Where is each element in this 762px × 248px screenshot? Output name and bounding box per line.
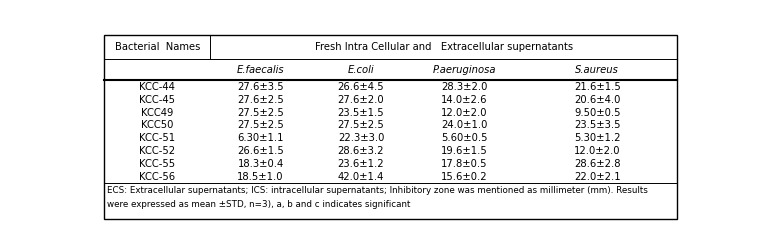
Text: 23.6±1.2: 23.6±1.2	[338, 159, 384, 169]
Text: KCC49: KCC49	[141, 108, 174, 118]
Text: KCC-51: KCC-51	[139, 133, 175, 143]
Text: 28.6±2.8: 28.6±2.8	[574, 159, 620, 169]
Text: 27.5±2.5: 27.5±2.5	[237, 121, 284, 130]
Text: 6.30±1.1: 6.30±1.1	[237, 133, 284, 143]
Text: 21.6±1.5: 21.6±1.5	[574, 82, 620, 92]
Text: KCC-45: KCC-45	[139, 95, 175, 105]
Text: 27.6±2.0: 27.6±2.0	[338, 95, 384, 105]
Text: 23.5±1.5: 23.5±1.5	[338, 108, 384, 118]
Text: 9.50±0.5: 9.50±0.5	[574, 108, 620, 118]
Text: 22.0±2.1: 22.0±2.1	[574, 172, 620, 182]
Text: 27.6±3.5: 27.6±3.5	[237, 82, 284, 92]
Text: 22.3±3.0: 22.3±3.0	[338, 133, 384, 143]
Text: 19.6±1.5: 19.6±1.5	[441, 146, 488, 156]
Text: 14.0±2.6: 14.0±2.6	[441, 95, 488, 105]
Text: 27.5±2.5: 27.5±2.5	[237, 108, 284, 118]
Text: E.faecalis: E.faecalis	[237, 65, 284, 75]
Text: ECS: Extracellular supernatants; ICS: intracellular supernatants; Inhibitory zon: ECS: Extracellular supernatants; ICS: in…	[107, 186, 648, 195]
Text: 28.3±2.0: 28.3±2.0	[441, 82, 488, 92]
Text: 42.0±1.4: 42.0±1.4	[338, 172, 384, 182]
Text: 27.6±2.5: 27.6±2.5	[237, 95, 284, 105]
Text: 18.5±1.0: 18.5±1.0	[237, 172, 284, 182]
Text: 5.60±0.5: 5.60±0.5	[441, 133, 488, 143]
Text: Bacterial  Names: Bacterial Names	[114, 42, 200, 52]
Text: 24.0±1.0: 24.0±1.0	[441, 121, 488, 130]
Text: KCC-44: KCC-44	[139, 82, 175, 92]
Text: 17.8±0.5: 17.8±0.5	[441, 159, 488, 169]
Text: 20.6±4.0: 20.6±4.0	[574, 95, 620, 105]
Text: 28.6±3.2: 28.6±3.2	[338, 146, 384, 156]
Text: P.aeruginosa: P.aeruginosa	[433, 65, 496, 75]
Text: KCC50: KCC50	[141, 121, 174, 130]
Text: 23.5±3.5: 23.5±3.5	[574, 121, 620, 130]
Text: S.aureus: S.aureus	[575, 65, 620, 75]
Text: KCC-56: KCC-56	[139, 172, 175, 182]
Text: KCC-55: KCC-55	[139, 159, 175, 169]
Text: were expressed as mean ±STD, n=3), a, b and c indicates significant: were expressed as mean ±STD, n=3), a, b …	[107, 199, 411, 209]
Text: 12.0±2.0: 12.0±2.0	[441, 108, 488, 118]
Text: 26.6±4.5: 26.6±4.5	[338, 82, 384, 92]
Text: E.coli: E.coli	[347, 65, 374, 75]
Text: Fresh Intra Cellular and   Extracellular supernatants: Fresh Intra Cellular and Extracellular s…	[315, 42, 573, 52]
Text: KCC-52: KCC-52	[139, 146, 175, 156]
Text: 5.30±1.2: 5.30±1.2	[574, 133, 620, 143]
Text: 26.6±1.5: 26.6±1.5	[237, 146, 284, 156]
Text: 15.6±0.2: 15.6±0.2	[441, 172, 488, 182]
Text: 12.0±2.0: 12.0±2.0	[574, 146, 620, 156]
Text: 18.3±0.4: 18.3±0.4	[238, 159, 283, 169]
Text: 27.5±2.5: 27.5±2.5	[338, 121, 384, 130]
